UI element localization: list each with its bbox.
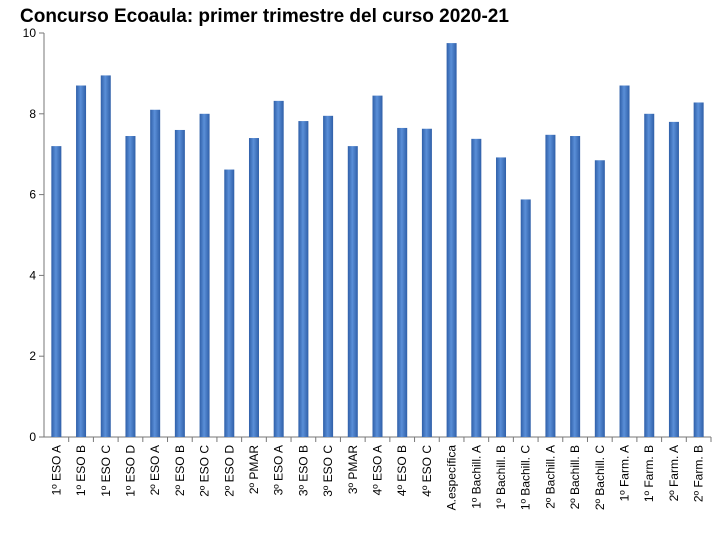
bar [273,100,284,437]
x-tick-label: 3º ESO B [296,445,310,496]
x-tick-label: 2º Farm. A [667,445,681,501]
bar [397,127,408,437]
chart-title: Concurso Ecoaula: primer trimestre del c… [20,6,509,27]
x-tick-label: A.específica [445,445,459,511]
x-tick-label: 4º ESO C [420,445,434,497]
x-tick-label: 1º ESO B [74,445,88,496]
bar [347,146,358,437]
x-tick-label: 2º Bachill. B [568,445,582,509]
x-tick-label: 3º ESO A [272,445,286,495]
bar [372,95,383,438]
x-tick-label: 1º Bachill. A [469,445,483,509]
bars [51,43,704,438]
x-tick-label: 1º Bachill. C [519,445,533,510]
bar [446,43,457,437]
x-tick-label: 2º Bachill. C [593,445,607,510]
x-tick-label: 2º Bachill. A [543,445,557,509]
bar [100,75,111,438]
bar [668,121,679,437]
x-tick-label: 1º ESO D [123,445,137,497]
bar [693,102,704,437]
x-tick-label: 2º ESO D [222,445,236,497]
x-tick-label: 4º ESO B [395,445,409,496]
x-tick-label: 1º Farm. A [618,445,632,501]
bar [323,115,334,437]
bar [51,146,62,437]
bar [76,85,87,438]
x-tick-label: 1º ESO C [99,445,113,497]
bar [496,157,507,437]
x-tick-label: 1º ESO A [49,445,63,495]
x-tick-label: 3º PMAR [346,445,360,494]
bar [619,85,630,438]
x-tick-label: 2º ESO C [198,445,212,497]
x-tick-label: 2º ESO B [173,445,187,496]
bar [421,128,432,438]
x-tick-label: 4º ESO A [371,445,385,495]
bar [570,136,581,437]
x-tick-label: 2º Farm. B [692,445,706,502]
bar [150,109,161,437]
x-tick-label: 1º Farm. B [642,445,656,502]
x-tick-label: 2º PMAR [247,445,261,494]
x-tick-label: 3º ESO C [321,445,335,497]
y-tick-label: 0 [29,430,36,444]
bar [545,134,556,438]
x-tick-label: 2º ESO A [148,445,162,495]
x-tick-label: 1º Bachill. B [494,445,508,509]
bar [471,138,482,437]
bar [248,138,259,438]
y-tick-label: 8 [29,107,36,121]
bar [125,136,136,437]
bar [644,113,655,438]
bar [594,160,605,437]
y-tick-label: 2 [29,349,36,363]
y-tick-label: 4 [29,268,36,282]
bar [224,169,235,437]
labels: 1º ESO A 1º ESO B 1º ESO C 1º ESO D 2º ESO A… [49,445,705,511]
bar [199,113,210,438]
bar [174,129,185,437]
bar [298,121,309,438]
y-tick-label: 10 [23,26,37,40]
y-tick-label: 6 [29,188,36,202]
bar [520,199,531,437]
